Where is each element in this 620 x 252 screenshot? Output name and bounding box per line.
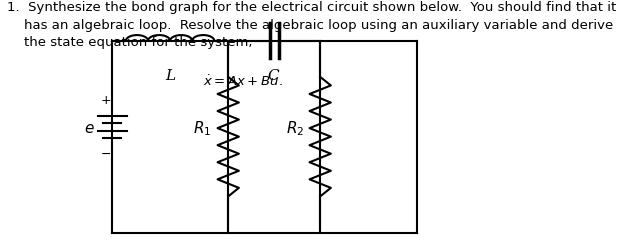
Text: $\dot{x} = Ax + Bu.$: $\dot{x} = Ax + Bu.$ <box>203 74 283 88</box>
Text: $R_2$: $R_2$ <box>286 119 304 138</box>
Text: $R_1$: $R_1$ <box>193 119 211 138</box>
Text: 1.  Synthesize the bond graph for the electrical circuit shown below.  You shoul: 1. Synthesize the bond graph for the ele… <box>6 1 616 49</box>
Text: +: + <box>101 94 112 107</box>
Text: C: C <box>267 69 279 83</box>
Text: L: L <box>165 69 175 83</box>
Text: $e$: $e$ <box>84 121 95 136</box>
Text: −: − <box>101 148 112 161</box>
